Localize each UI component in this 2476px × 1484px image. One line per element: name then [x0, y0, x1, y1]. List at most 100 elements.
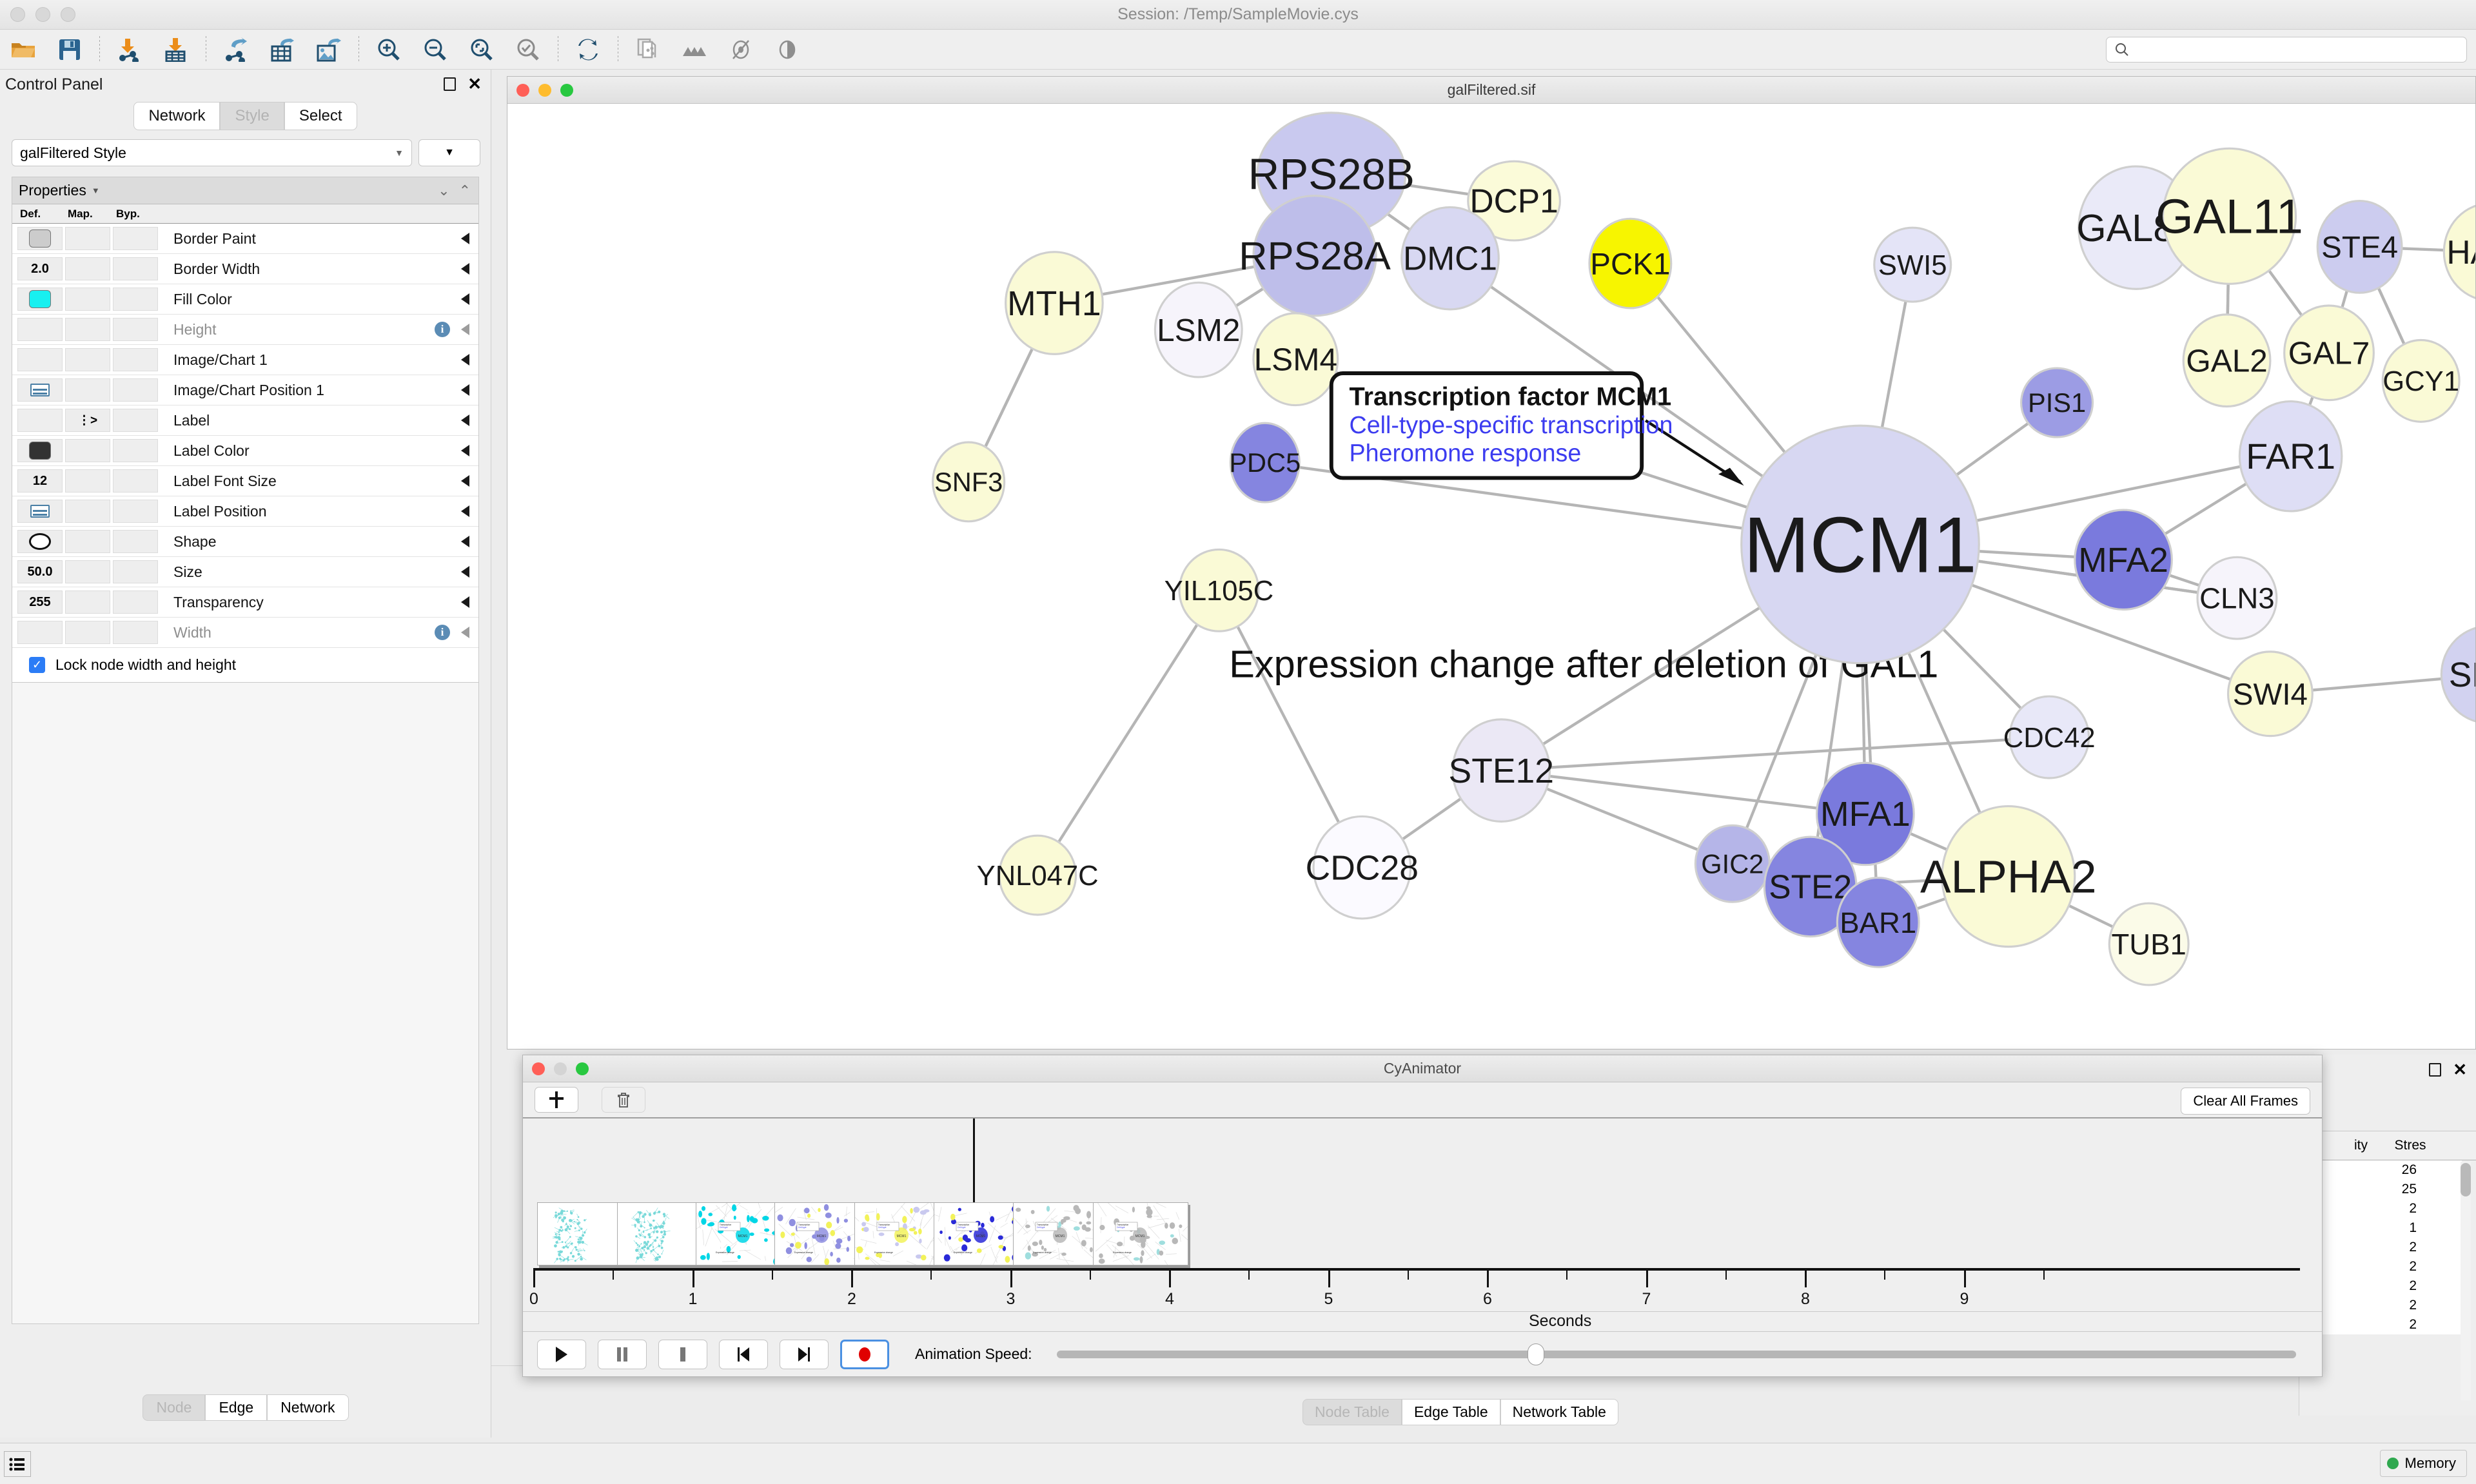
timeline-playhead[interactable]: [973, 1118, 975, 1267]
expand-property-icon[interactable]: [461, 536, 469, 547]
property-bypass-cell[interactable]: [113, 500, 158, 523]
import-table-icon[interactable]: [158, 32, 194, 68]
network-node[interactable]: LSM2: [1154, 281, 1243, 378]
property-mapping-cell[interactable]: [65, 257, 110, 280]
property-row[interactable]: Label Color: [12, 436, 478, 466]
property-mapping-cell[interactable]: [65, 348, 110, 371]
minimize-network-button[interactable]: [538, 84, 551, 97]
property-mapping-cell[interactable]: [65, 439, 110, 462]
property-default-cell[interactable]: 50.0: [17, 560, 63, 583]
tab-edge-table[interactable]: Edge Table: [1401, 1399, 1500, 1425]
property-default-cell[interactable]: [17, 500, 63, 523]
zoom-selected-icon[interactable]: [464, 32, 500, 68]
property-bypass-cell[interactable]: [113, 409, 158, 432]
property-bypass-cell[interactable]: [113, 530, 158, 553]
property-default-cell[interactable]: 12: [17, 469, 63, 493]
properties-menu-icon[interactable]: ▼: [91, 186, 100, 195]
property-default-cell[interactable]: [17, 621, 63, 644]
frame-thumbnail[interactable]: MCM1 Transcription Cell-type Expression cha…: [1013, 1202, 1108, 1265]
network-node[interactable]: CDC42: [2003, 695, 2096, 779]
window-traffic-lights[interactable]: [10, 7, 75, 22]
animation-speed-slider[interactable]: [1056, 1343, 2296, 1365]
network-node[interactable]: PCK1: [1588, 217, 1673, 309]
property-default-cell[interactable]: [17, 227, 63, 250]
property-mapping-cell[interactable]: [65, 530, 110, 553]
network-node[interactable]: STE4: [2316, 199, 2403, 294]
info-icon[interactable]: i: [435, 322, 450, 337]
property-bypass-cell[interactable]: [113, 318, 158, 341]
property-row[interactable]: 50.0 Size: [12, 557, 478, 587]
network-node[interactable]: GAL11: [2156, 147, 2303, 285]
frame-thumbnail[interactable]: MCM1 Transcription Cell-type Expression cha…: [774, 1202, 870, 1265]
minimize-window-button[interactable]: [35, 7, 50, 22]
column-header-stress[interactable]: Stres: [2394, 1138, 2426, 1153]
network-node[interactable]: TUB1: [2108, 902, 2190, 986]
animation-speed-slider-knob[interactable]: [1528, 1343, 1545, 1365]
expand-property-icon[interactable]: [461, 324, 469, 335]
tab-node-table[interactable]: Node Table: [1302, 1399, 1402, 1425]
property-bypass-cell[interactable]: [113, 257, 158, 280]
tab-style[interactable]: Style: [220, 102, 284, 130]
expand-property-icon[interactable]: [461, 475, 469, 487]
zoom-in-icon[interactable]: [371, 32, 407, 68]
network-node[interactable]: MFA2: [2074, 509, 2173, 611]
property-bypass-cell[interactable]: [113, 591, 158, 614]
network-node[interactable]: DCP1: [1467, 160, 1561, 242]
close-network-button[interactable]: [516, 84, 529, 97]
network-node[interactable]: GAL7: [2283, 304, 2375, 402]
expand-property-icon[interactable]: [461, 233, 469, 244]
style-options-menu-button[interactable]: ▼: [418, 139, 480, 166]
table-scrollbar[interactable]: [2461, 1162, 2471, 1400]
maximize-cyanimator-button[interactable]: [576, 1062, 589, 1075]
open-folder-icon[interactable]: [5, 32, 41, 68]
property-row[interactable]: Fill Color: [12, 284, 478, 315]
property-mapping-cell[interactable]: [65, 227, 110, 250]
callout-box[interactable]: [1329, 371, 1644, 480]
property-default-cell[interactable]: [17, 378, 63, 402]
property-mapping-cell[interactable]: [65, 318, 110, 341]
property-mapping-cell[interactable]: [65, 469, 110, 493]
network-node[interactable]: LSM4: [1252, 312, 1339, 407]
network-node[interactable]: FAR1: [2238, 400, 2343, 513]
memory-status-button[interactable]: Memory: [2379, 1450, 2467, 1477]
export-network-icon[interactable]: [218, 32, 254, 68]
network-node[interactable]: GIC2: [1694, 824, 1771, 903]
refresh-icon[interactable]: [570, 32, 606, 68]
delete-frame-button[interactable]: [602, 1087, 645, 1113]
record-button[interactable]: [840, 1339, 889, 1369]
property-bypass-cell[interactable]: [113, 227, 158, 250]
expand-all-icon[interactable]: ⌄: [438, 182, 450, 199]
network-edge[interactable]: [1217, 589, 1364, 868]
tab-network[interactable]: Network: [133, 102, 221, 130]
cyanimator-timeline[interactable]: MCM1 Transcription Cell-type Expression cha…: [523, 1118, 2322, 1330]
close-cyanimator-button[interactable]: [532, 1062, 545, 1075]
network-node[interactable]: PIS1: [2019, 367, 2094, 438]
property-default-cell[interactable]: [17, 439, 63, 462]
show-icon[interactable]: [769, 32, 805, 68]
property-default-cell[interactable]: [17, 288, 63, 311]
table-row[interactable]: 2: [2299, 1315, 2462, 1334]
maximize-window-button[interactable]: [61, 7, 75, 22]
expand-property-icon[interactable]: [461, 505, 469, 517]
float-panel-icon[interactable]: [444, 77, 457, 91]
table-row[interactable]: 2: [2299, 1296, 2462, 1315]
expand-property-icon[interactable]: [461, 384, 469, 396]
expand-property-icon[interactable]: [461, 627, 469, 638]
expand-property-icon[interactable]: [461, 566, 469, 578]
property-default-cell[interactable]: 2.0: [17, 257, 63, 280]
property-default-cell[interactable]: [17, 409, 63, 432]
property-bypass-cell[interactable]: [113, 378, 158, 402]
table-row[interactable]: 2: [2299, 1257, 2462, 1276]
close-panel-icon[interactable]: ✕: [467, 74, 482, 93]
property-row[interactable]: Image/Chart 1: [12, 345, 478, 375]
expand-property-icon[interactable]: [461, 596, 469, 608]
table-row[interactable]: 2: [2299, 1276, 2462, 1296]
clear-all-frames-button[interactable]: Clear All Frames: [2181, 1088, 2310, 1115]
property-mapping-cell[interactable]: [65, 560, 110, 583]
property-row[interactable]: 2.0 Border Width: [12, 254, 478, 284]
tab-network-style[interactable]: Network: [267, 1394, 349, 1421]
property-row[interactable]: Shape: [12, 527, 478, 557]
network-traffic-lights[interactable]: [516, 84, 573, 97]
network-node[interactable]: RPS28A: [1239, 195, 1391, 317]
property-mapping-cell[interactable]: [65, 288, 110, 311]
